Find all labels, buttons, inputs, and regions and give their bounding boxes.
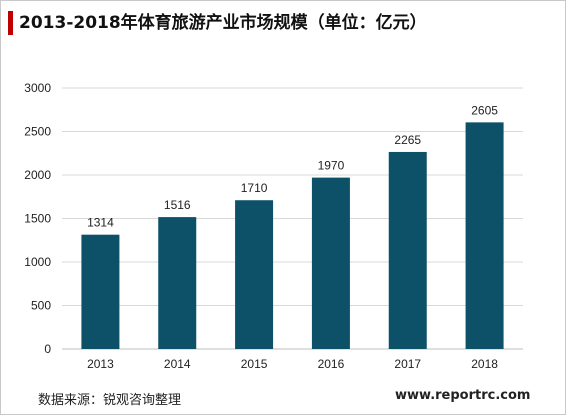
bar-2016 <box>311 177 350 349</box>
data-label-2014: 1516 <box>164 198 191 212</box>
bar-2018 <box>465 122 504 350</box>
y-tick-label: 500 <box>31 299 51 313</box>
bar-2014 <box>158 217 197 349</box>
x-tick-label: 2015 <box>241 357 268 371</box>
data-labels: 1314 1516 1710 1970 2265 2605 <box>87 103 498 229</box>
x-tick-label: 2017 <box>394 357 421 371</box>
bar-2017 <box>388 151 427 349</box>
y-tick-label: 0 <box>44 342 51 356</box>
data-label-2015: 1710 <box>241 181 268 195</box>
y-tick-label: 2500 <box>24 125 51 139</box>
y-tick-label: 1500 <box>24 212 51 226</box>
y-tick-label: 2000 <box>24 168 51 182</box>
chart-title: 2013-2018年体育旅游产业市场规模（单位：亿元） <box>19 13 427 33</box>
gridlines <box>62 87 523 306</box>
data-label-2018: 2605 <box>471 103 498 117</box>
title-accent-bar <box>8 11 13 35</box>
bars <box>81 122 504 350</box>
data-label-2017: 2265 <box>394 133 421 147</box>
x-tick-label: 2014 <box>164 357 191 371</box>
x-tick-label: 2013 <box>87 357 114 371</box>
bar-2013 <box>81 234 120 349</box>
y-tick-label: 1000 <box>24 255 51 269</box>
data-source-note: 数据来源：锐观咨询整理 <box>38 393 182 408</box>
x-tick-label: 2018 <box>471 357 498 371</box>
bar-2015 <box>235 200 274 349</box>
axes: 0 500 1000 1500 2000 2500 3000 2013 2014 2015 2016… <box>24 81 523 371</box>
website-url: www.reportrc.com <box>395 388 531 403</box>
x-tick-label: 2016 <box>318 357 345 371</box>
data-label-2016: 1970 <box>318 159 345 173</box>
data-label-2013: 1314 <box>87 216 114 230</box>
y-tick-label: 3000 <box>24 81 51 95</box>
